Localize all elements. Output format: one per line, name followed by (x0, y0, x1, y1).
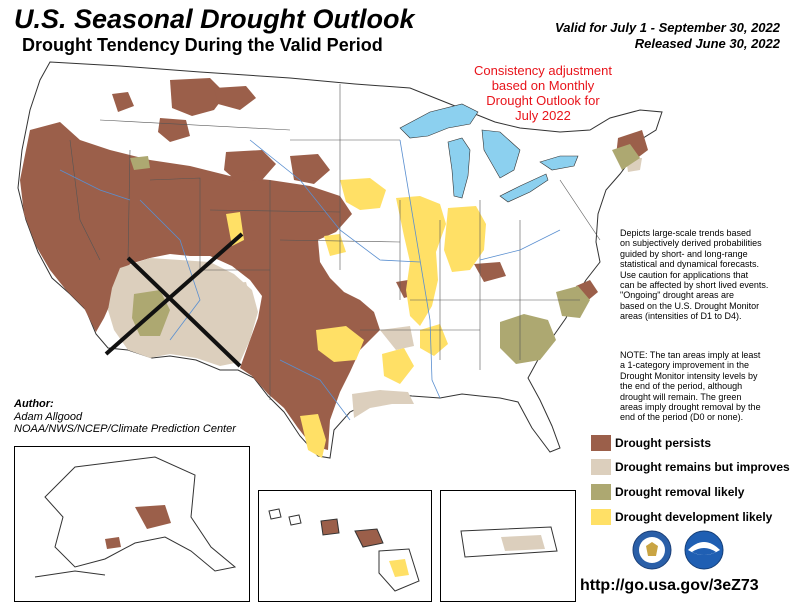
legend-item-persists: Drought persists (591, 433, 711, 453)
hawaii-map (268, 508, 420, 592)
consistency-cross (104, 232, 244, 368)
legend-label: Drought removal likely (615, 485, 745, 499)
description-line: on subjectively derived probabilities (620, 238, 762, 249)
author-block: Author: Adam Allgood NOAA/NWS/NCEP/Clima… (14, 398, 236, 436)
puerto-rico-map (460, 526, 558, 558)
description-line: Depicts large-scale trends based (620, 228, 752, 238)
note-line: end of the period (D0 or none). (620, 412, 744, 423)
description-text: Depicts large-scale trends based on subj… (620, 228, 788, 322)
author-org: NOAA/NWS/NCEP/Climate Prediction Center (14, 423, 236, 435)
lake-ontario (539, 155, 579, 171)
note-line: Drought Monitor intensity levels by (620, 370, 758, 381)
map-title: U.S. Seasonal Drought Outlook (14, 4, 415, 34)
description-line: based on the U.S. Drought Monitor (620, 300, 760, 311)
valid-period: Valid for July 1 - September 30, 2022 (555, 20, 780, 35)
lake-huron (481, 129, 521, 179)
rivers (59, 139, 561, 421)
legend-item-improves: Drought remains but improves (591, 457, 790, 477)
description-line: "Ongoing" drought areas are (620, 290, 734, 301)
legend-label: Drought remains but improves (615, 460, 790, 474)
legend-label: Drought persists (615, 436, 712, 450)
legend-item-development: Drought development likely (591, 507, 772, 527)
description-line: statistical and dynamical forecasts. (620, 259, 760, 270)
noaa-logo (684, 530, 724, 570)
state-borders (69, 84, 601, 400)
consistency-line: based on Monthly (491, 78, 595, 93)
note-line: a 1-category improvement in the (620, 360, 750, 371)
author-name: Adam Allgood (14, 410, 83, 423)
consistency-line: Consistency adjustment (473, 63, 612, 78)
legend-swatch (591, 459, 611, 475)
legend-swatch (591, 435, 611, 451)
outlook-url[interactable]: http://go.usa.gov/3eZ73 (580, 577, 759, 594)
release-date: Released June 30, 2022 (634, 36, 780, 51)
consistency-line: July 2022 (515, 108, 571, 123)
note-text: NOTE: The tan areas imply at least a 1-c… (620, 350, 788, 423)
consistency-line: Drought Outlook for (486, 93, 600, 108)
alaska-map (34, 456, 237, 578)
alaska-inset (14, 446, 250, 602)
description-line: guided by short- and long-range (620, 248, 748, 259)
consistency-note: Consistency adjustment based on Monthly … (458, 63, 628, 123)
legend-swatch (591, 484, 611, 500)
puerto-rico-inset (440, 490, 576, 602)
commerce-seal-logo (632, 530, 672, 570)
note-line: the end of the period, although (620, 381, 743, 392)
map-subtitle: Drought Tendency During the Valid Period (22, 35, 383, 55)
legend-swatch (591, 509, 611, 525)
legend-label: Drought development likely (615, 510, 773, 524)
lake-michigan (447, 137, 471, 199)
author-heading: Author: (14, 398, 54, 410)
lake-erie (499, 173, 549, 203)
legend-item-removal: Drought removal likely (591, 482, 744, 502)
description-line: areas (intensities of D1 to D4). (620, 311, 742, 322)
description-line: can be affected by short lived events. (620, 280, 769, 291)
note-line: drought will remain. The green (620, 391, 742, 402)
drought-development-areas (226, 178, 486, 458)
note-line: areas imply drought removal by the (620, 402, 761, 413)
description-line: Use caution for applications that (620, 269, 749, 280)
hawaii-inset (258, 490, 432, 602)
lake-superior (399, 103, 479, 139)
note-line: NOTE: The tan areas imply at least (620, 350, 761, 360)
